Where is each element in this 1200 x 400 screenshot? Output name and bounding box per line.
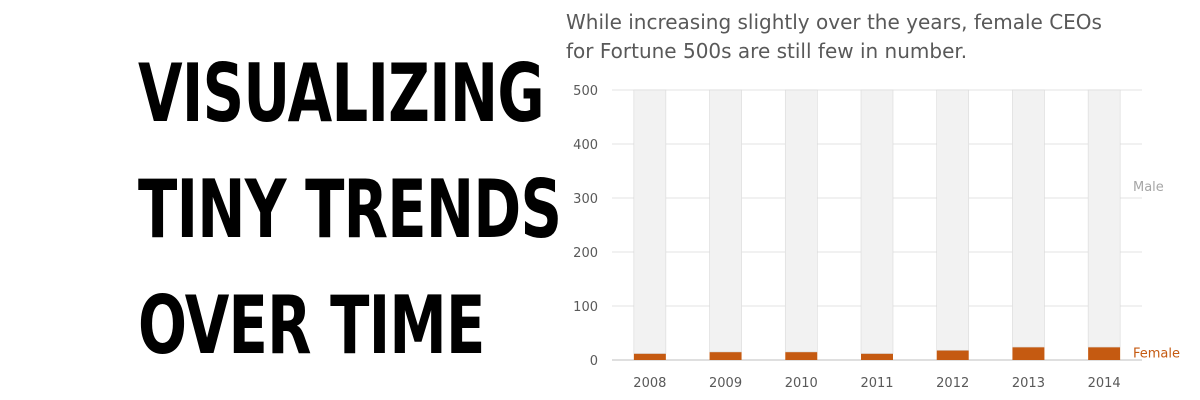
y-tick-label: 0	[590, 354, 598, 369]
x-tick-label: 2012	[936, 376, 969, 391]
bar-female-2008	[633, 353, 666, 360]
x-tick-label: 2008	[633, 376, 666, 391]
chart-title: While increasing slightly over the years…	[566, 10, 1102, 63]
bar-male-2012	[936, 89, 970, 351]
bar-male-2011	[860, 89, 894, 354]
y-tick-label: 300	[573, 192, 598, 207]
headline-line-3: OVER TIME	[138, 279, 485, 372]
bar-female-2013	[1012, 347, 1045, 360]
bar-male-2013	[1012, 89, 1045, 348]
x-tick-label: 2013	[1012, 376, 1045, 391]
bar-female-2010	[785, 351, 818, 360]
bar-male-2014	[1087, 89, 1121, 348]
bar-female-2012	[936, 350, 969, 360]
bar-male-2008	[633, 89, 667, 354]
bar-female-2009	[709, 351, 742, 360]
x-tick-label: 2009	[709, 376, 742, 391]
bar-female-2011	[861, 353, 893, 360]
y-tick-label: 500	[573, 84, 598, 99]
headline: VISUALIZING TINY TRENDS OVER TIME	[138, 36, 562, 384]
legend-label-female: Female	[1133, 347, 1180, 362]
y-tick-label: 400	[573, 138, 598, 153]
legend-label-male: Male	[1133, 180, 1164, 195]
headline-line-2: TINY TRENDS	[138, 163, 562, 256]
x-tick-label: 2011	[860, 376, 893, 391]
y-tick-label: 200	[573, 246, 598, 261]
bar-male-2009	[709, 89, 742, 353]
x-tick-label: 2010	[785, 376, 818, 391]
bar-female-2014	[1088, 347, 1121, 360]
headline-line-1: VISUALIZING	[138, 47, 545, 140]
x-tick-label: 2014	[1088, 376, 1121, 391]
bar-male-2010	[784, 89, 818, 353]
y-tick-label: 100	[573, 300, 598, 315]
